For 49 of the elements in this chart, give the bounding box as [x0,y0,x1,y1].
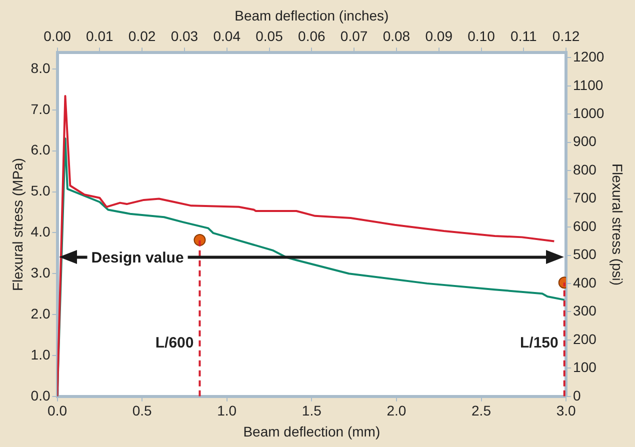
y2-tick-label: 100 [573,359,597,376]
x-tick-label: 1.5 [302,402,322,419]
y-axis-title: Flexural stress (MPa) [9,158,26,292]
x2-axis-title: Beam deflection (inches) [234,7,389,24]
y2-tick-label: 800 [573,161,597,178]
x-axis-title: Beam deflection (mm) [243,423,380,440]
y2-axis-title: Flexural stress (psi) [610,163,626,286]
y2-tick-label: 1100 [573,76,604,93]
x2-tick-label: 0.05 [256,28,284,44]
x-tick-label: 2.5 [472,402,492,419]
y2-tick-label: 900 [573,133,597,150]
x2-tick-label: 0.03 [170,28,198,44]
x2-tick-label: 0.12 [552,28,580,44]
y2-tick-label: 200 [573,330,597,347]
ref-line-label: Design value [91,249,184,266]
y-tick-label: 8.0 [30,60,50,76]
y-tick-label: 3.0 [30,264,50,280]
y2-tick-label: 400 [573,274,597,290]
x2-tick-label: 0.09 [425,28,453,44]
y2-tick-label: 1200 [573,48,604,65]
x2-tick-label: 0.11 [510,28,537,44]
y2-tick-label: 600 [573,218,597,234]
x2-tick-label: 0.01 [86,28,114,44]
x2-tick-label: 0.02 [128,28,156,44]
annotation: L/150 [520,334,558,352]
x2-tick-label: 0.06 [298,28,326,44]
x2-tick-label: 0.00 [44,28,72,44]
x2-tick-label: 0.10 [468,28,496,44]
x-tick-label: 0.5 [132,402,152,419]
y-tick-label: 0.0 [30,387,50,404]
x2-tick-label: 0.04 [213,28,241,44]
x2-tick-label: 0.08 [382,28,410,44]
y-tick-label: 7.0 [30,100,50,117]
x2-tick-label: 0.07 [340,28,368,44]
x-tick-label: 2.0 [386,402,406,419]
y-tick-label: 6.0 [30,142,50,158]
y2-tick-label: 700 [573,190,597,206]
x-tick-label: 1.0 [217,402,237,419]
x-tick-label: 3.0 [556,402,576,419]
y2-tick-label: 500 [573,246,597,262]
annotation: L/600 [155,334,194,352]
y-tick-label: 1.0 [30,346,50,362]
y2-tick-label: 300 [573,302,597,319]
y-tick-label: 4.0 [30,224,50,240]
y-tick-label: 5.0 [30,182,50,199]
y2-tick-label: 0 [573,387,582,404]
x-tick-label: 0.0 [48,402,68,419]
y-tick-label: 2.0 [30,305,50,322]
y2-tick-label: 1000 [573,104,604,121]
